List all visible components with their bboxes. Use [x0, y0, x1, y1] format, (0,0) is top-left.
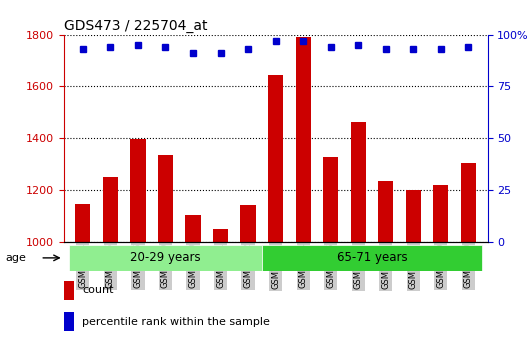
Bar: [296, 37, 311, 241]
Bar: [405, 190, 421, 242]
Text: GDS473 / 225704_at: GDS473 / 225704_at: [64, 19, 207, 33]
Bar: [433, 185, 448, 242]
Bar: [103, 177, 118, 242]
Text: count: count: [82, 286, 113, 295]
Bar: [186, 215, 200, 242]
Text: 65-71 years: 65-71 years: [337, 252, 407, 264]
Bar: [262, 245, 482, 271]
Bar: [378, 181, 393, 241]
Bar: [268, 75, 283, 242]
Text: 20-29 years: 20-29 years: [130, 252, 201, 264]
Bar: [75, 204, 91, 241]
Bar: [158, 155, 173, 242]
Text: age: age: [5, 253, 26, 263]
Bar: [241, 205, 255, 241]
Text: percentile rank within the sample: percentile rank within the sample: [82, 317, 270, 326]
Bar: [69, 245, 262, 271]
Bar: [130, 139, 146, 241]
Bar: [351, 122, 366, 242]
Bar: [213, 229, 228, 241]
Bar: [461, 162, 476, 242]
Bar: [323, 157, 338, 241]
